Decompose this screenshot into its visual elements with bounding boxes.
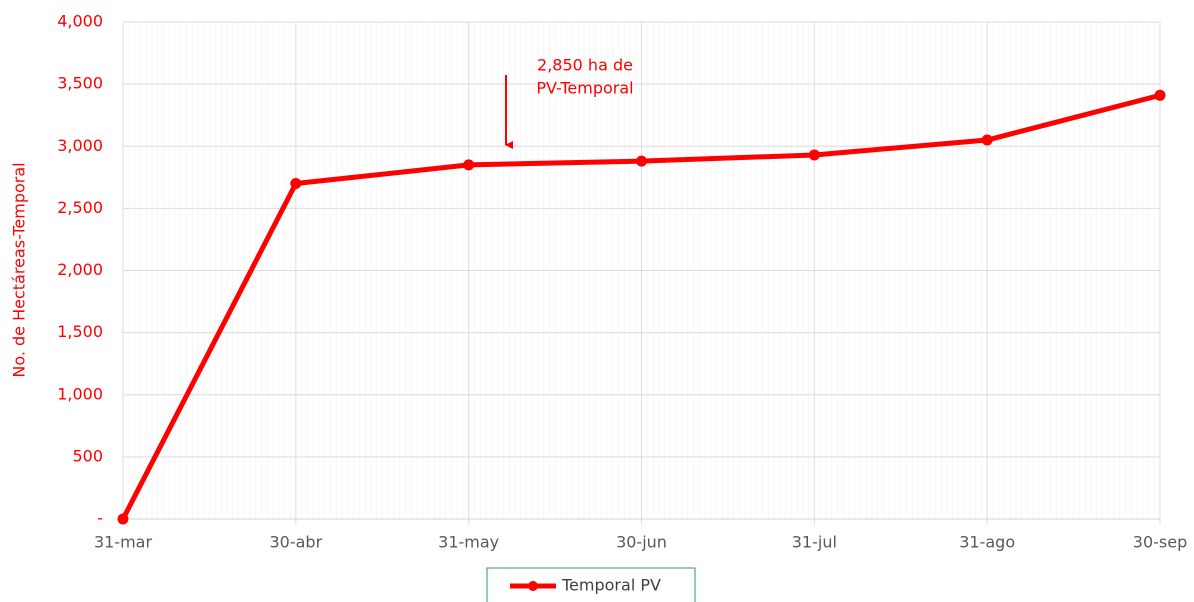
x-tick-label: 30-sep bbox=[1133, 533, 1187, 552]
point bbox=[981, 134, 993, 146]
y-tick-label: 2,500 bbox=[57, 198, 103, 217]
x-tick-label: 31-jul bbox=[792, 533, 837, 552]
point bbox=[808, 149, 820, 161]
y-tick-label: 500 bbox=[72, 446, 103, 465]
point bbox=[1154, 89, 1166, 101]
point bbox=[290, 178, 302, 190]
legend-label: Temporal PV bbox=[561, 576, 661, 595]
point bbox=[636, 155, 647, 167]
legend-swatch-point bbox=[528, 581, 538, 591]
x-tick-label: 30-abr bbox=[269, 533, 322, 552]
x-tick-label: 31-ago bbox=[959, 533, 1015, 552]
y-tick-label: 1,500 bbox=[57, 322, 103, 341]
y-tick-label: 4,000 bbox=[57, 12, 103, 31]
x-tick-label: 31-may bbox=[438, 533, 499, 552]
point bbox=[463, 159, 475, 171]
point bbox=[117, 513, 129, 525]
y-tick-label: 2,000 bbox=[57, 260, 103, 279]
y-tick-label: - bbox=[97, 509, 103, 528]
y-tick-label: 3,500 bbox=[57, 74, 103, 93]
x-tick-label: 30-jun bbox=[616, 533, 667, 552]
x-tick-label: 31-mar bbox=[94, 533, 153, 552]
annotation: PV-Temporal bbox=[536, 79, 633, 98]
y-tick-label: 3,000 bbox=[57, 136, 103, 155]
annotation: 2,850 ha de bbox=[537, 56, 633, 75]
y-tick-label: 1,000 bbox=[57, 384, 103, 403]
y-axis-label: No. de Hectáreas-Temporal bbox=[10, 162, 29, 377]
